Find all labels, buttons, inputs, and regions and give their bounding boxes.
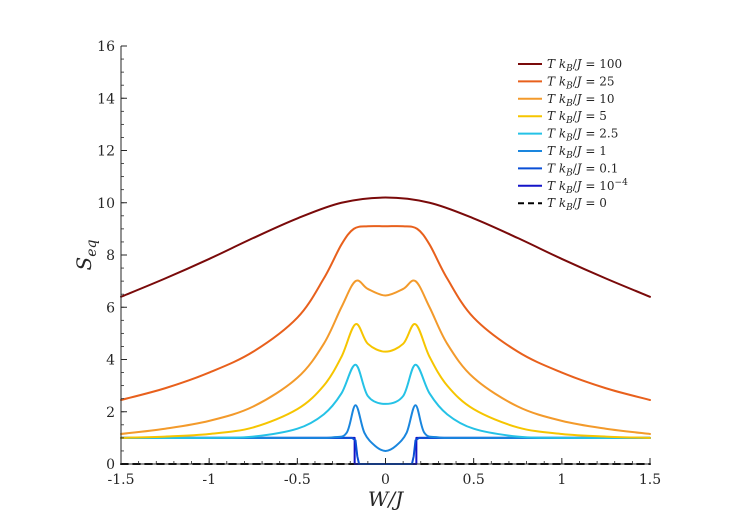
x-tick-label: -1: [202, 472, 216, 488]
y-tick-label: 14: [97, 91, 115, 107]
series-line-6: [120, 404, 651, 452]
y-tick-label: 6: [106, 300, 115, 316]
series-line-5: [120, 363, 651, 439]
series-line-2: [120, 225, 651, 401]
legend-label: T kB/J = 10: [547, 92, 615, 109]
y-tick-label: 2: [106, 405, 115, 421]
x-tick-label: 0.5: [463, 472, 485, 488]
y-tick-label: 0: [106, 457, 115, 473]
legend-label: T kB/J = 1: [547, 144, 607, 161]
series-line-1: [120, 196, 651, 298]
legend-label: T kB/J = 100: [547, 57, 622, 74]
y-axis-label: Seq: [72, 239, 100, 270]
y-tick-label: 12: [97, 144, 115, 160]
legend-label: T kB/J = 5: [547, 109, 607, 126]
x-tick-label: -1.5: [108, 472, 135, 488]
legend-label: T kB/J = 25: [547, 74, 615, 91]
x-tick-label: -0.5: [284, 472, 311, 488]
legend-label: T kB/J = 2.5: [547, 127, 618, 144]
series-line-4: [120, 323, 651, 439]
x-tick-label: 1.5: [639, 472, 661, 488]
x-axis-label: W/J: [368, 487, 404, 511]
x-tick-label: 0: [381, 472, 390, 488]
y-tick-label: 8: [106, 248, 115, 264]
legend-label: T kB/J = 10−4: [547, 178, 628, 196]
legend-label: T kB/J = 0: [547, 196, 607, 213]
x-tick-label: 1: [557, 472, 566, 488]
legend-label: T kB/J = 0.1: [547, 161, 618, 178]
y-tick-label: 4: [106, 353, 115, 369]
series-line-3: [120, 279, 651, 435]
y-tick-label: 16: [97, 39, 115, 55]
y-tick-label: 10: [97, 196, 115, 212]
